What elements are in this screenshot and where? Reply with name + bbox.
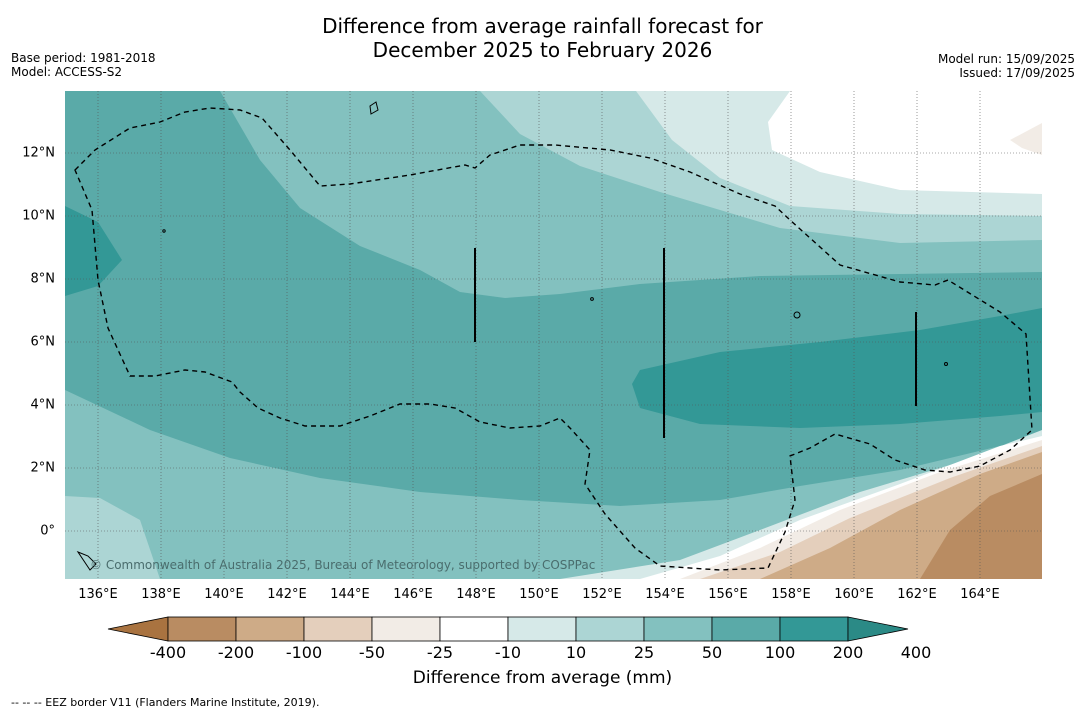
colorbar-segment <box>167 616 237 642</box>
lat-tick-label: 2°N <box>30 460 56 476</box>
title-line-2: December 2025 to February 2026 <box>372 38 713 62</box>
lon-tick-label: 148°E <box>456 587 496 602</box>
zone-neutral-north <box>768 91 1042 194</box>
colorbar-title: Difference from average (mm) <box>412 668 673 688</box>
colorbar-segment <box>235 616 305 642</box>
colorbar-segment <box>643 616 713 642</box>
island-markers <box>474 248 917 438</box>
colorbar-extension-high <box>847 616 909 642</box>
lon-tick-label: 152°E <box>582 587 622 602</box>
lon-tick-label: 144°E <box>330 587 370 602</box>
colorbar-segment <box>303 616 373 642</box>
zone-200-west <box>65 206 122 296</box>
colorbar-segment <box>507 616 577 642</box>
colorbar-segment <box>779 616 849 642</box>
colorbar-tick-label: 25 <box>633 643 655 662</box>
colorbar-tick-label: 10 <box>565 643 587 662</box>
colorbar-segment <box>439 616 509 642</box>
colorbar <box>107 616 909 642</box>
islands <box>76 101 948 571</box>
zone-neg100-south <box>920 474 1042 579</box>
colorbar-tick-label: 100 <box>764 643 796 662</box>
colorbar-tick-label: -400 <box>149 643 187 662</box>
lon-tick-label: 160°E <box>834 587 874 602</box>
lat-tick-label: 6°N <box>30 334 56 350</box>
colorbar-tick-label: 50 <box>701 643 723 662</box>
colorbar-extension-low <box>107 616 169 642</box>
lat-tick-label: 0° <box>40 523 55 539</box>
meta-right: Model run: 15/09/2025 Issued: 17/09/2025 <box>938 52 1075 80</box>
colorbar-segment <box>711 616 781 642</box>
lat-tick-label: 8°N <box>30 271 56 287</box>
lon-tick-label: 138°E <box>141 587 181 602</box>
lat-tick-label: 10°N <box>22 208 55 224</box>
lon-tick-label: 154°E <box>645 587 685 602</box>
lon-tick-label: 142°E <box>267 587 307 602</box>
copyright-notice: © Commonwealth of Australia 2025, Bureau… <box>90 558 596 572</box>
lon-tick-label: 158°E <box>771 587 811 602</box>
issued-date: Issued: 17/09/2025 <box>959 66 1075 80</box>
model-run: Model run: 15/09/2025 <box>937 52 1075 66</box>
lat-tick-label: 4°N <box>30 397 56 413</box>
colorbar-segment <box>371 616 441 642</box>
eez-footnote: -- -- -- EEZ border V11 (Flanders Marine… <box>11 696 320 709</box>
zone-200-east <box>632 308 1042 428</box>
lon-tick-label: 140°E <box>204 587 244 602</box>
lat-tick-label: 12°N <box>22 145 55 161</box>
colorbar-tick-label: -50 <box>358 643 386 662</box>
base-period: Base period: 1981-2018 <box>11 51 156 65</box>
model-name: Model: ACCESS-S2 <box>11 65 123 79</box>
lon-tick-label: 150°E <box>519 587 559 602</box>
graticule <box>65 91 1042 579</box>
colorbar-segment <box>575 616 645 642</box>
meta-left: Base period: 1981-2018 Model: ACCESS-S2 <box>11 51 156 79</box>
colorbar-tick-label: -100 <box>285 643 323 662</box>
lon-tick-label: 164°E <box>960 587 1000 602</box>
lon-tick-label: 136°E <box>78 587 118 602</box>
eez-border <box>74 107 1033 571</box>
colorbar-tick-label: -200 <box>217 643 255 662</box>
colorbar-tick-label: 400 <box>900 643 932 662</box>
lon-tick-label: 146°E <box>393 587 433 602</box>
colorbar-tick-label: -10 <box>494 643 522 662</box>
zone-neg10-northeast <box>1010 123 1042 155</box>
lon-tick-label: 162°E <box>897 587 937 602</box>
title-line-1: Difference from average rainfall forecas… <box>322 14 763 38</box>
colorbar-tick-label: 200 <box>832 643 864 662</box>
map-title: Difference from average rainfall forecas… <box>0 14 1085 62</box>
map-fill-layers <box>65 91 1042 579</box>
colorbar-tick-label: -25 <box>426 643 454 662</box>
zone-25-south <box>65 496 160 579</box>
lon-tick-label: 156°E <box>708 587 748 602</box>
